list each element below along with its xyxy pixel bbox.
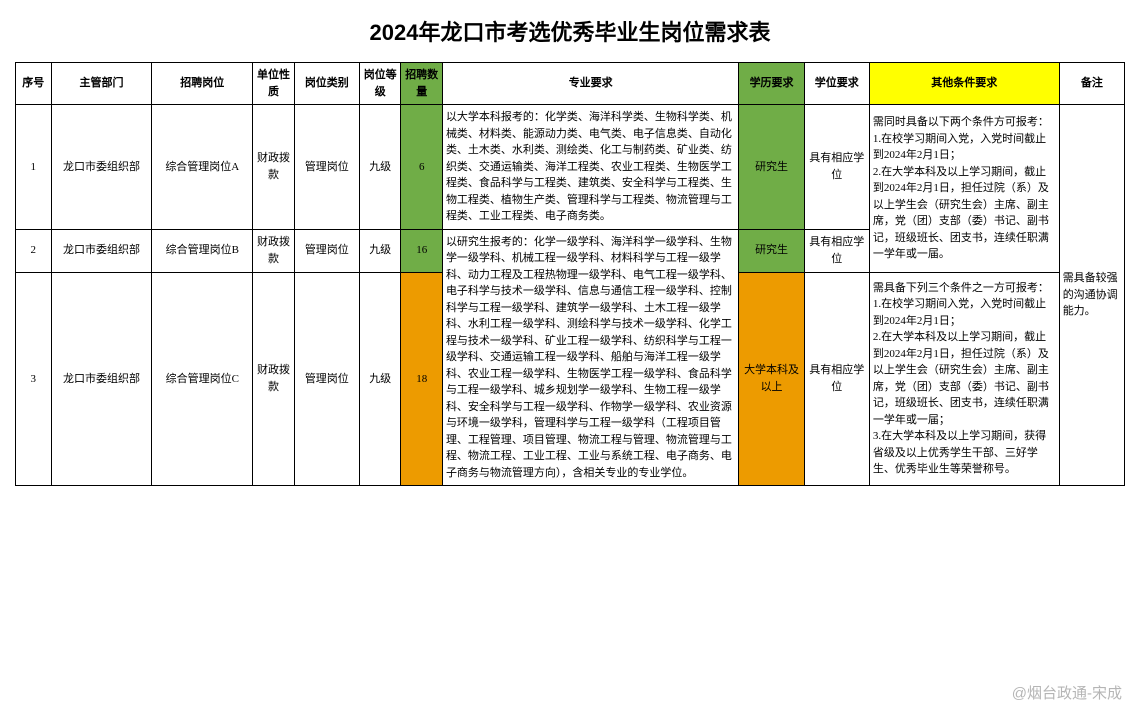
cell-level: 九级 (359, 272, 401, 485)
th-degree: 学位要求 (804, 63, 869, 105)
cell-cat: 管理岗位 (294, 272, 359, 485)
table-header-row: 序号 主管部门 招聘岗位 单位性质 岗位类别 岗位等级 招聘数量 专业要求 学历… (16, 63, 1125, 105)
cell-pos: 综合管理岗位C (152, 272, 253, 485)
cell-other: 需同时具备以下两个条件方可报考： 1.在校学习期间入党，入党时间截止到2024年… (869, 105, 1059, 273)
cell-edu: 研究生 (739, 229, 804, 272)
cell-edu: 研究生 (739, 105, 804, 230)
cell-degree: 具有相应学位 (804, 272, 869, 485)
th-major: 专业要求 (442, 63, 739, 105)
cell-count: 16 (401, 229, 443, 272)
job-table: 序号 主管部门 招聘岗位 单位性质 岗位类别 岗位等级 招聘数量 专业要求 学历… (15, 62, 1125, 486)
page-title: 2024年龙口市考选优秀毕业生岗位需求表 (15, 15, 1125, 47)
th-other: 其他条件要求 (869, 63, 1059, 105)
th-note: 备注 (1059, 63, 1124, 105)
cell-seq: 3 (16, 272, 52, 485)
watermark: @烟台政通-宋成 (1012, 682, 1122, 703)
cell-pos: 综合管理岗位B (152, 229, 253, 272)
cell-dept: 龙口市委组织部 (51, 105, 152, 230)
th-seq: 序号 (16, 63, 52, 105)
cell-unit: 财政拨款 (253, 105, 295, 230)
cell-seq: 2 (16, 229, 52, 272)
cell-count: 18 (401, 272, 443, 485)
cell-dept: 龙口市委组织部 (51, 272, 152, 485)
th-dept: 主管部门 (51, 63, 152, 105)
cell-degree: 具有相应学位 (804, 229, 869, 272)
cell-pos: 综合管理岗位A (152, 105, 253, 230)
th-cat: 岗位类别 (294, 63, 359, 105)
cell-cat: 管理岗位 (294, 229, 359, 272)
cell-note: 需具备较强的沟通协调能力。 (1059, 105, 1124, 486)
cell-unit: 财政拨款 (253, 272, 295, 485)
cell-degree: 具有相应学位 (804, 105, 869, 230)
cell-cat: 管理岗位 (294, 105, 359, 230)
th-pos: 招聘岗位 (152, 63, 253, 105)
th-unit: 单位性质 (253, 63, 295, 105)
table-row: 1 龙口市委组织部 综合管理岗位A 财政拨款 管理岗位 九级 6 以大学本科报考… (16, 105, 1125, 230)
th-level: 岗位等级 (359, 63, 401, 105)
cell-major: 以大学本科报考的：化学类、海洋科学类、生物科学类、机械类、材料类、能源动力类、电… (442, 105, 739, 230)
cell-level: 九级 (359, 105, 401, 230)
cell-unit: 财政拨款 (253, 229, 295, 272)
cell-major: 以研究生报考的：化学一级学科、海洋科学一级学科、生物学一级学科、机械工程一级学科… (442, 229, 739, 486)
cell-level: 九级 (359, 229, 401, 272)
cell-other: 需具备下列三个条件之一方可报考： 1.在校学习期间入党，入党时间截止到2024年… (869, 272, 1059, 485)
th-edu: 学历要求 (739, 63, 804, 105)
cell-dept: 龙口市委组织部 (51, 229, 152, 272)
cell-seq: 1 (16, 105, 52, 230)
cell-count: 6 (401, 105, 443, 230)
th-count: 招聘数量 (401, 63, 443, 105)
cell-edu: 大学本科及以上 (739, 272, 804, 485)
